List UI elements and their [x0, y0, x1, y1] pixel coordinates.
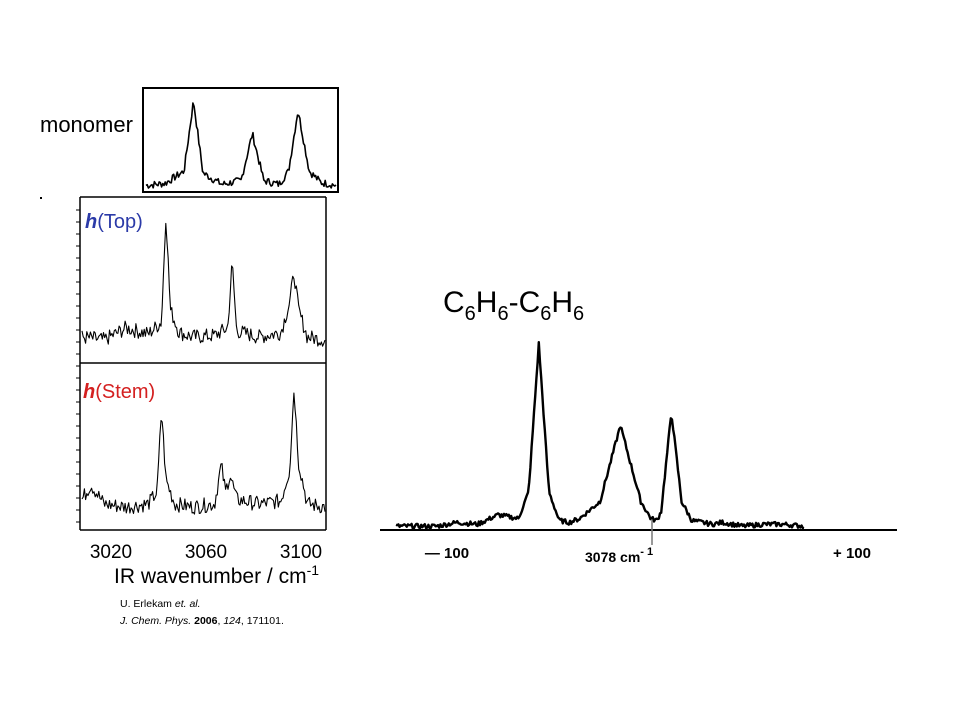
monomer-frame: [142, 87, 339, 193]
dot-mark: [40, 197, 42, 199]
x-tick-3100: 3100: [280, 542, 322, 563]
dimer-tick-center: 3078 cm- 1: [585, 546, 653, 565]
monomer-trace: [145, 102, 337, 189]
stem-series-label: h(Stem): [83, 381, 155, 403]
top-series-label: h(Top): [85, 211, 143, 233]
citation-line-2: J. Chem. Phys. 2006, 124, 171101.: [119, 615, 284, 627]
dimer-tick-left: — 100: [425, 545, 469, 562]
citation-line-1: U. Erlekam et. al.: [120, 598, 201, 610]
stack-ticks: [76, 209, 80, 523]
stacked-panels: [76, 196, 327, 531]
x-axis-label: IR wavenumber / cm-1: [114, 562, 319, 588]
monomer-label: monomer: [40, 112, 133, 137]
dimer-formula: C6H6-C6H6: [443, 286, 584, 325]
stem-trace: [81, 392, 326, 515]
dimer-trace: [395, 341, 805, 530]
dimer-tick-right: + 100: [833, 545, 871, 562]
top-series-line: [81, 222, 326, 347]
monomer-series-line: [145, 102, 337, 189]
stem-series-line: [81, 392, 326, 515]
x-tick-3060: 3060: [185, 542, 227, 563]
dimer-series-line: [395, 341, 805, 530]
x-tick-3020: 3020: [90, 542, 132, 563]
top-trace: [81, 222, 326, 347]
